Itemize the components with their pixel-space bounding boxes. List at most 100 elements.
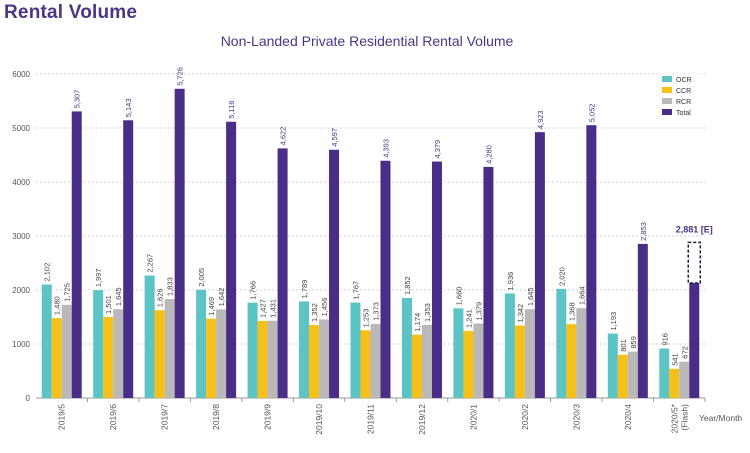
x-tick-label: 2019/10 (314, 404, 324, 435)
bar-total (226, 121, 237, 399)
data-label-rcr: 1,379 (474, 302, 483, 321)
bar-ocr (504, 293, 515, 398)
data-label-ocr: 1,997 (94, 268, 103, 287)
bar-rcr (216, 309, 227, 398)
x-tick-label: 2020/2 (520, 404, 530, 430)
bar-ocr (453, 308, 464, 398)
bar-ocr (350, 302, 361, 398)
legend-label-total: Total (676, 110, 691, 117)
bar-ccr (51, 318, 62, 398)
data-label-ccr: 1,241 (464, 309, 473, 328)
legend-swatch-ccr (662, 87, 672, 93)
legend-swatch-rcr (662, 98, 672, 104)
bar-rcr (319, 319, 330, 398)
bar-ccr (411, 334, 422, 398)
data-label-ocr: 2,267 (146, 254, 155, 273)
bar-ccr (514, 325, 525, 398)
bar-ccr (566, 324, 577, 398)
legend-label-rcr: RCR (676, 99, 691, 106)
data-label-ccr: 1,480 (53, 296, 62, 315)
x-tick-label: 2020/3 (571, 404, 581, 430)
y-tick-label: 1000 (12, 340, 30, 349)
data-label-ccr: 1,174 (413, 313, 422, 332)
estimate-box (687, 241, 702, 284)
y-tick-label: 6000 (12, 70, 30, 79)
data-label-ocr: 2,020 (557, 267, 566, 286)
y-tick-label: 3000 (12, 232, 30, 241)
data-label-rcr: 1,456 (320, 298, 329, 317)
data-label-rcr: 1,642 (217, 288, 226, 307)
data-label-ccr: 1,626 (156, 288, 165, 307)
bar-total (123, 120, 134, 398)
data-label-total: 4,393 (382, 139, 391, 158)
bar-total (431, 161, 442, 398)
y-tick-label: 2000 (12, 286, 30, 295)
bar-rcr (679, 361, 690, 398)
bar-total (637, 243, 648, 398)
bar-rcr (421, 324, 432, 398)
bar-ccr (669, 368, 680, 398)
bar-ocr (556, 288, 567, 398)
bar-ocr (401, 297, 412, 398)
page-heading: Rental Volume (4, 2, 138, 23)
data-label-rcr: 859 (629, 336, 638, 349)
bar-ccr (103, 316, 114, 398)
x-tick-label: (Flash) (679, 404, 689, 431)
x-axis-label: Year/Month (699, 413, 742, 423)
data-label-rcr: 1,833 (166, 277, 175, 296)
bar-total (277, 148, 288, 398)
data-label-ccr: 1,501 (104, 295, 113, 314)
data-label-total: 5,726 (176, 67, 185, 86)
y-tick-label: 0 (26, 394, 31, 403)
x-tick-label: 2019/11 (366, 404, 376, 434)
bar-total (689, 283, 700, 398)
y-tick-label: 4000 (12, 178, 30, 187)
y-tick-label: 5000 (12, 124, 30, 133)
x-tick-label: 2020/4 (623, 404, 633, 430)
bar-total (380, 160, 391, 398)
bar-ocr (659, 348, 670, 398)
data-label-total: 4,280 (484, 145, 493, 164)
bar-ocr (247, 302, 258, 398)
data-label-rcr: 1,645 (114, 287, 123, 306)
bar-rcr (267, 320, 278, 398)
bar-total (483, 166, 494, 398)
data-label-rcr: 1,645 (526, 287, 535, 306)
x-tick-label: 2019/8 (211, 404, 221, 430)
data-label-ccr: 1,352 (310, 303, 319, 322)
data-label-total: 2,853 (639, 222, 648, 241)
bar-total (534, 132, 545, 398)
data-label-ocr: 916 (660, 333, 669, 346)
data-label-total: 5,052 (587, 103, 596, 122)
bar-rcr (576, 308, 587, 398)
data-label-ccr: 1,342 (516, 304, 525, 323)
bar-total (329, 149, 340, 398)
bar-rcr (370, 323, 381, 398)
x-tick-label: 2020/5* (669, 403, 679, 433)
bar-ccr (617, 354, 628, 398)
chart-title: Non-Landed Private Residential Rental Vo… (221, 33, 514, 49)
bar-total (586, 125, 597, 398)
estimate-label: 2,881 [E] (676, 224, 713, 234)
data-label-ccr: 1,469 (207, 297, 216, 316)
bar-ccr (154, 310, 165, 398)
bar-ccr (309, 324, 320, 398)
x-tick-label: 2019/6 (108, 404, 118, 430)
bar-ocr (144, 275, 155, 398)
x-tick-label: 2019/9 (263, 404, 273, 430)
data-label-ocr: 1,660 (454, 287, 463, 306)
legend-swatch-ocr (662, 76, 672, 82)
bar-ocr (607, 333, 618, 398)
data-label-rcr: 1,373 (372, 302, 381, 321)
bars (41, 88, 700, 399)
bar-ocr (41, 284, 52, 398)
data-label-ccr: 1,427 (259, 299, 268, 318)
data-label-total: 5,116 (227, 101, 236, 119)
data-label-rcr: 1,664 (577, 286, 586, 305)
bar-rcr (164, 299, 175, 398)
data-label-ocr: 1,936 (506, 272, 515, 291)
data-label-ocr: 1,766 (249, 281, 258, 300)
x-tick-label: 2019/5 (57, 404, 67, 430)
